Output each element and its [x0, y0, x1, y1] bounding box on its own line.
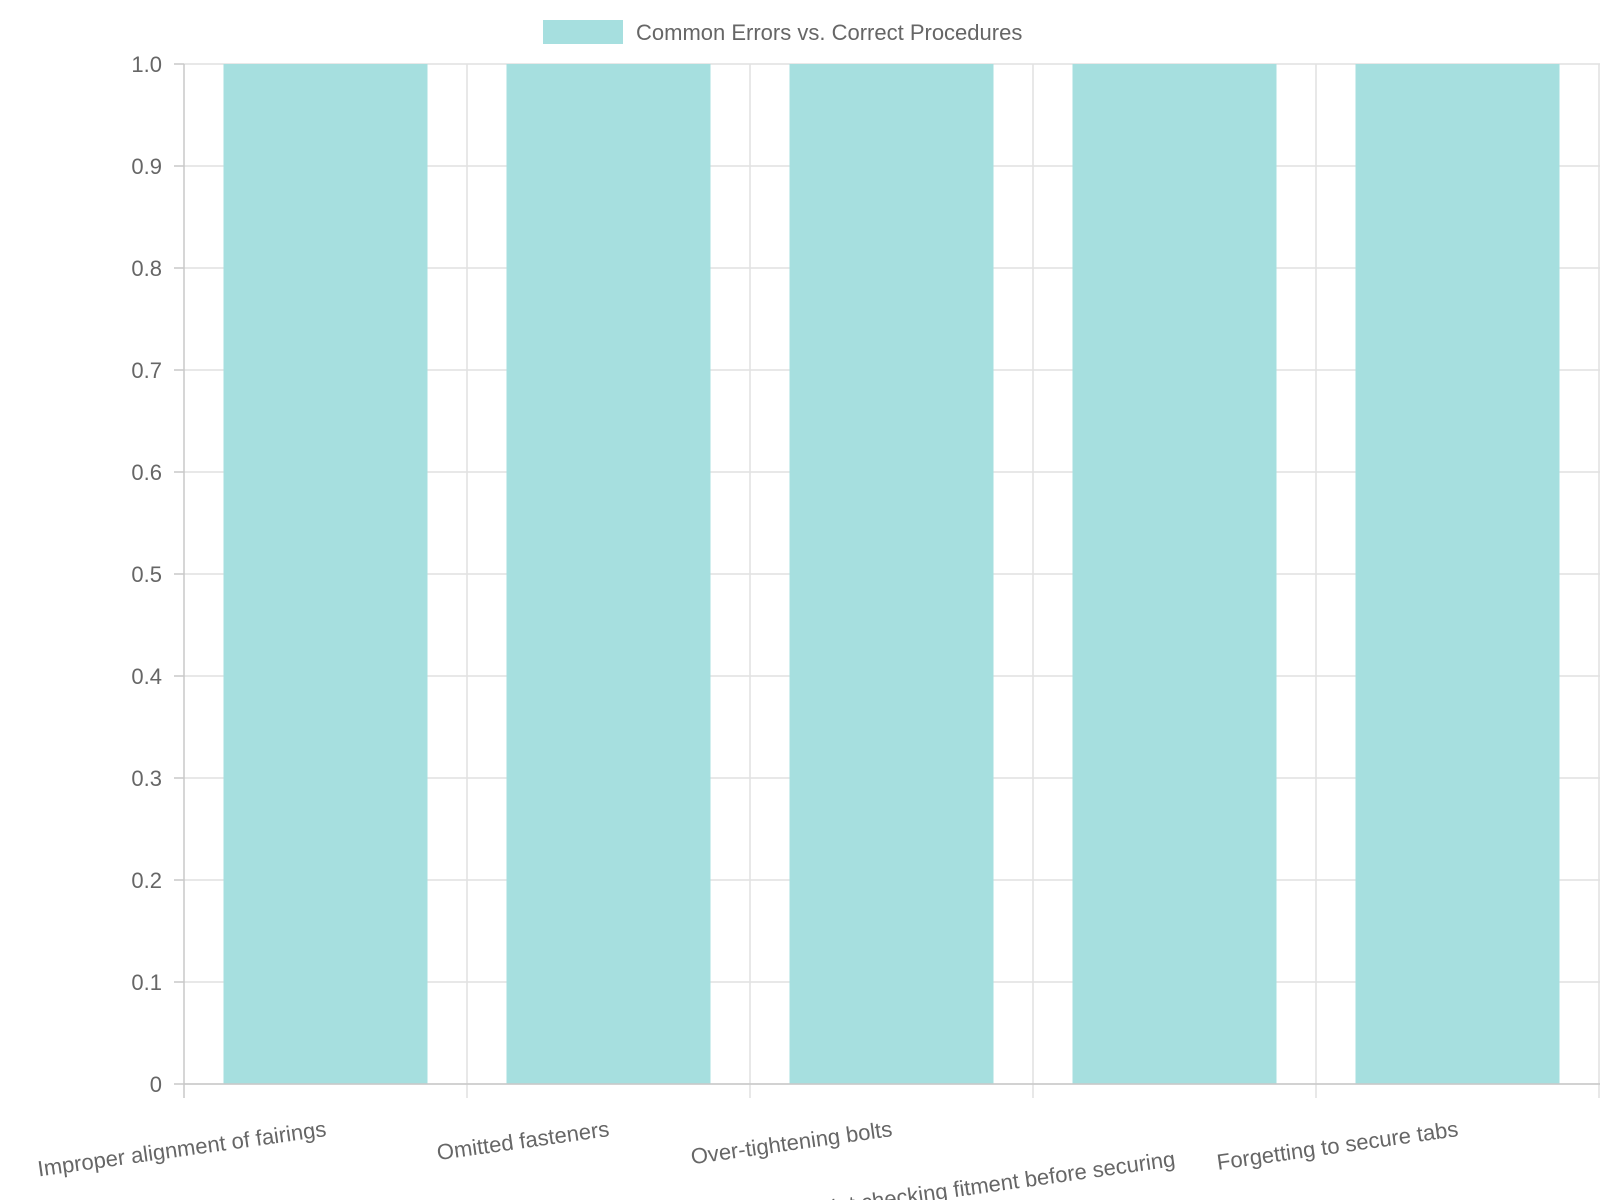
y-tick-label: 0.5 [131, 562, 162, 587]
x-category-label: Over-tightening bolts [689, 1116, 894, 1169]
legend-label: Common Errors vs. Correct Procedures [636, 20, 1022, 45]
bar[interactable] [1072, 64, 1277, 1084]
bar[interactable] [223, 64, 428, 1084]
x-category-label: Forgetting to secure tabs [1215, 1116, 1459, 1175]
x-category-label: Improper alignment of fairings [36, 1116, 328, 1181]
legend-swatch [543, 20, 623, 44]
y-tick-label: 0.9 [131, 154, 162, 179]
y-tick-label: 0.1 [131, 970, 162, 995]
y-tick-label: 0.7 [131, 358, 162, 383]
bars-group [223, 64, 1560, 1084]
bar[interactable] [1355, 64, 1560, 1084]
axes [174, 63, 1600, 1098]
bar[interactable] [506, 64, 711, 1084]
x-category-label: Omitted fasteners [435, 1116, 610, 1165]
bar[interactable] [789, 64, 994, 1084]
legend[interactable]: Common Errors vs. Correct Procedures [543, 20, 1022, 45]
y-tick-label: 0.3 [131, 766, 162, 791]
y-axis-ticks: 0 0.1 0.2 0.3 0.4 0.5 0.6 0.7 0.8 0.9 1.0 [131, 52, 162, 1097]
x-category-label: Not checking fitment before securing [820, 1146, 1177, 1200]
y-tick-label: 0 [150, 1072, 162, 1097]
y-tick-label: 1.0 [131, 52, 162, 77]
y-tick-label: 0.4 [131, 664, 162, 689]
y-tick-label: 0.2 [131, 868, 162, 893]
y-tick-label: 0.6 [131, 460, 162, 485]
x-axis-labels: Improper alignment of fairings Omitted fa… [36, 1116, 1460, 1200]
y-tick-label: 0.8 [131, 256, 162, 281]
